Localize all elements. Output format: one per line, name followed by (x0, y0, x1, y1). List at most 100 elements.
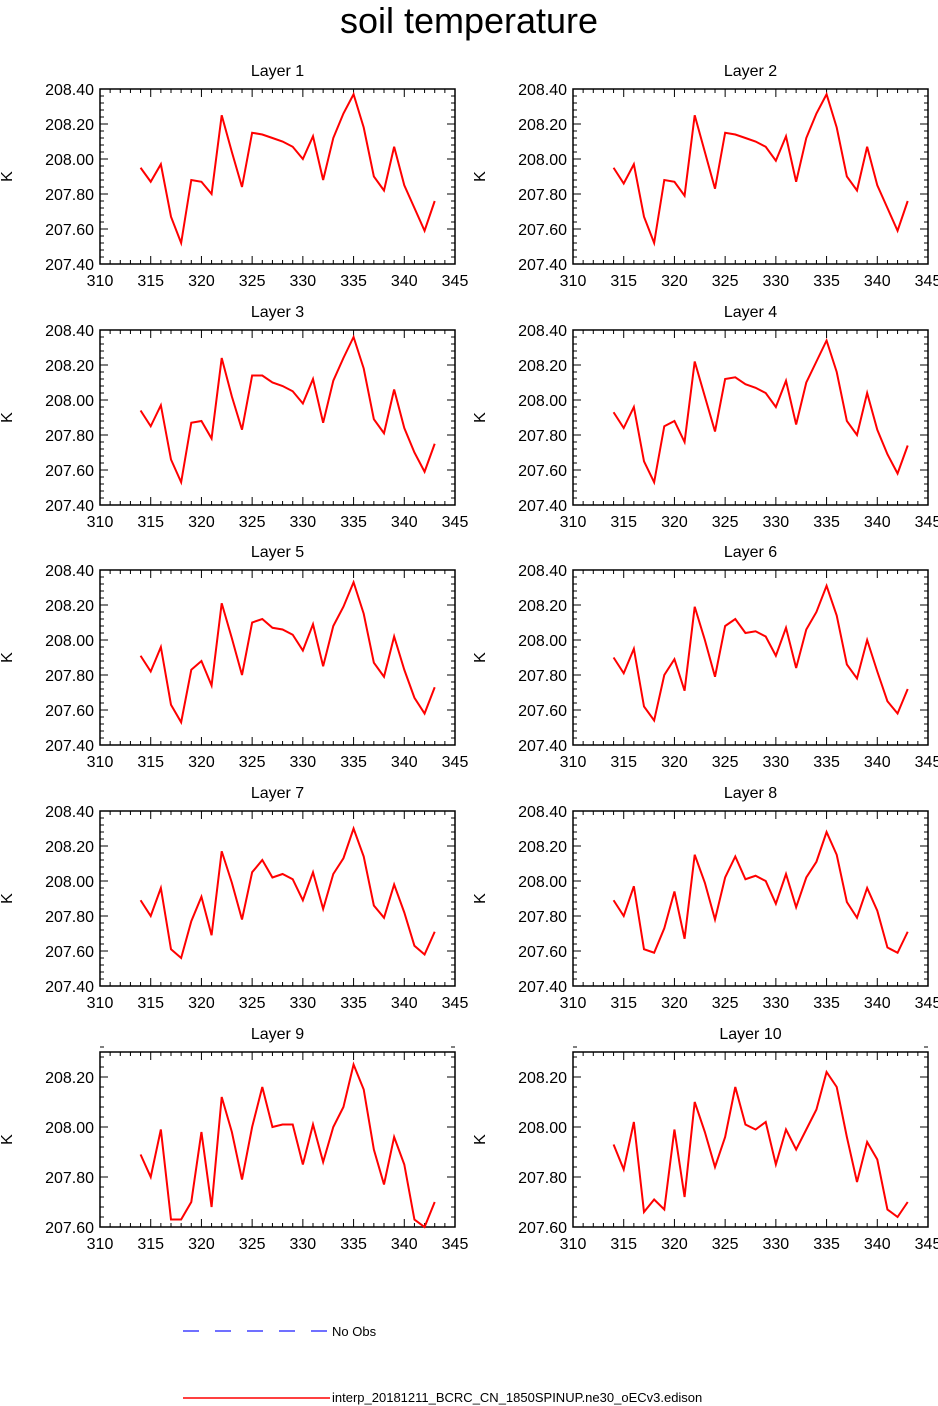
panel-2: Layer 2 K 310 315 320 325 330 335 340 345 207.40 20… (472, 63, 938, 290)
series-line (139, 825, 436, 960)
y-tick-label: 207.80 (518, 909, 567, 926)
y-tick-label: 207.60 (518, 703, 567, 720)
y-tick-label: 208.20 (518, 1070, 567, 1087)
series-line (612, 91, 909, 247)
y-tick-label: 208.40 (518, 804, 567, 821)
x-tick-label: 345 (915, 754, 938, 771)
y-tick-label: 208.20 (518, 839, 567, 856)
x-tick-label: 340 (864, 1236, 891, 1253)
panel-title: Layer 9 (251, 1026, 304, 1043)
y-tick-label: 207.40 (45, 257, 94, 274)
x-tick-label: 330 (290, 754, 317, 771)
x-tick-label: 335 (813, 514, 840, 531)
x-tick-label: 320 (188, 273, 215, 290)
x-tick-label: 315 (610, 995, 637, 1012)
x-tick-label: 320 (188, 995, 215, 1012)
x-tick-label: 330 (290, 273, 317, 290)
y-tick-label: 207.40 (518, 738, 567, 755)
x-tick-label: 340 (391, 754, 418, 771)
y-axis-label: K (472, 652, 489, 663)
series-line (139, 91, 436, 247)
x-tick-label: 340 (391, 995, 418, 1012)
x-tick-label: 340 (864, 273, 891, 290)
panel-5: Layer 5 K 310 315 320 325 330 335 340 345 207.40 20… (0, 544, 468, 771)
y-tick-label: 208.20 (45, 358, 94, 375)
x-tick-label: 325 (239, 754, 266, 771)
y-tick-label: 207.40 (45, 979, 94, 996)
plot-frame (572, 329, 929, 506)
series-line (612, 1069, 909, 1219)
x-tick-label: 340 (391, 1236, 418, 1253)
panel-3: Layer 3 K 310 315 320 325 330 335 340 345 207.40 20… (0, 304, 468, 531)
y-tick-label: 208.00 (45, 152, 94, 169)
x-tick-label: 335 (813, 995, 840, 1012)
x-tick-label: 315 (137, 273, 164, 290)
x-tick-label: 325 (239, 1236, 266, 1253)
y-tick-label: 208.20 (518, 598, 567, 615)
x-tick-label: 335 (340, 1236, 367, 1253)
y-tick-label: 208.00 (518, 393, 567, 410)
x-tick-label: 335 (813, 273, 840, 290)
x-tick-label: 325 (712, 1236, 739, 1253)
x-tick-label: 335 (340, 273, 367, 290)
series-line (139, 334, 436, 486)
x-tick-label: 330 (763, 273, 790, 290)
x-tick-label: 340 (391, 514, 418, 531)
plot-frame (572, 1051, 929, 1228)
y-tick-label: 207.40 (45, 738, 94, 755)
y-tick-label: 208.00 (518, 633, 567, 650)
series-line (612, 829, 909, 955)
plot-frame (99, 569, 456, 746)
y-tick-label: 208.40 (45, 323, 94, 340)
y-axis-label: K (0, 171, 16, 182)
plot-frame (572, 569, 929, 746)
x-tick-label: 320 (661, 273, 688, 290)
x-tick-label: 320 (661, 514, 688, 531)
y-tick-label: 207.80 (45, 668, 94, 685)
panel-title: Layer 10 (719, 1026, 781, 1043)
y-tick-label: 207.80 (45, 1170, 94, 1187)
x-tick-label: 330 (763, 514, 790, 531)
y-tick-label: 208.00 (45, 874, 94, 891)
x-tick-label: 330 (290, 1236, 317, 1253)
legend-label-no-obs: No Obs (332, 1324, 377, 1339)
y-axis-label: K (0, 893, 16, 904)
x-tick-label: 310 (87, 273, 114, 290)
x-tick-label: 335 (340, 754, 367, 771)
y-tick-label: 208.20 (518, 117, 567, 134)
x-tick-label: 310 (560, 1236, 587, 1253)
plot-frame (99, 1051, 456, 1228)
y-tick-label: 208.20 (45, 117, 94, 134)
panel-9: Layer 9 K 310 315 320 325 330 335 340 345 207.60 20… (0, 1026, 468, 1253)
x-tick-label: 320 (188, 514, 215, 531)
x-tick-label: 325 (239, 995, 266, 1012)
panel-7: Layer 7 K 310 315 320 325 330 335 340 345 207.40 20… (0, 785, 468, 1012)
plot-frame (572, 810, 929, 987)
x-tick-label: 310 (87, 995, 114, 1012)
x-tick-label: 325 (712, 995, 739, 1012)
y-tick-label: 207.40 (518, 257, 567, 274)
x-tick-label: 315 (137, 995, 164, 1012)
panel-4: Layer 4 K 310 315 320 325 330 335 340 345 207.40 20… (472, 304, 938, 531)
x-tick-label: 315 (610, 273, 637, 290)
series-line (612, 582, 909, 723)
x-tick-label: 340 (864, 514, 891, 531)
series-line (139, 1061, 436, 1229)
panel-8: Layer 8 K 310 315 320 325 330 335 340 345 207.40 20… (472, 785, 938, 1012)
y-tick-label: 208.00 (45, 393, 94, 410)
y-axis-label: K (472, 412, 489, 423)
y-tick-label: 208.40 (45, 804, 94, 821)
y-tick-label: 208.40 (518, 82, 567, 99)
x-tick-label: 315 (137, 754, 164, 771)
x-tick-label: 320 (661, 1236, 688, 1253)
chart-title: soil temperature (339, 0, 599, 41)
x-tick-label: 325 (712, 514, 739, 531)
x-tick-label: 340 (864, 995, 891, 1012)
x-tick-label: 345 (442, 514, 469, 531)
x-tick-label: 335 (340, 995, 367, 1012)
y-tick-label: 207.60 (45, 1220, 94, 1237)
x-tick-label: 325 (712, 273, 739, 290)
x-tick-label: 315 (137, 1236, 164, 1253)
y-axis-label: K (0, 652, 16, 663)
